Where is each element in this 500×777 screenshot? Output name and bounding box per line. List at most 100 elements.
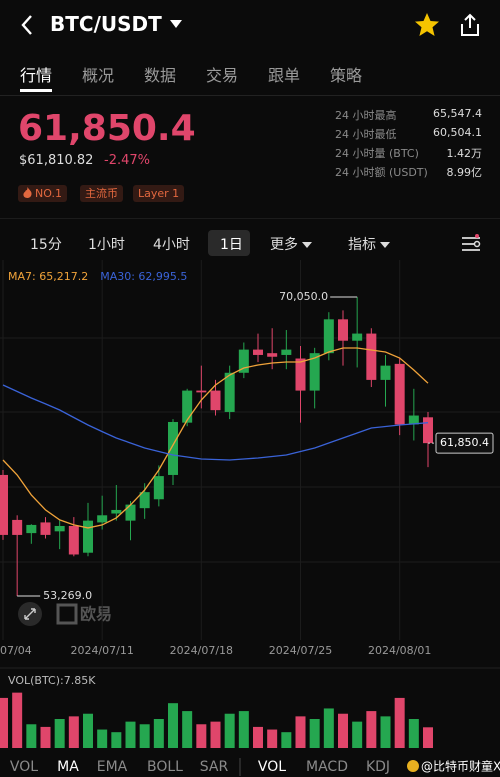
candle-body xyxy=(253,349,263,355)
pair-dropdown[interactable] xyxy=(170,20,182,28)
interval[interactable]: 4小时 xyxy=(153,237,190,253)
volume-bar xyxy=(224,713,235,748)
ma-line xyxy=(2,384,429,461)
stat-label: 24 小时最高 xyxy=(335,109,397,122)
volume-bar xyxy=(168,703,178,748)
candle-body xyxy=(182,390,193,423)
volume-bar xyxy=(253,726,263,748)
price-change: -2.47% xyxy=(104,153,150,168)
volume-bar xyxy=(210,721,221,748)
candle-body xyxy=(281,349,292,355)
volume-bar xyxy=(295,716,306,748)
stat-value: 60,504.1 xyxy=(433,126,482,139)
volume-bar xyxy=(408,719,419,748)
candle-body xyxy=(295,358,306,391)
indicator[interactable]: VOL xyxy=(10,759,38,775)
tab[interactable]: 行情 xyxy=(20,66,53,85)
tag[interactable]: Layer 1 xyxy=(133,185,185,202)
flame-icon xyxy=(23,187,32,198)
interval[interactable]: 15分 xyxy=(30,237,62,253)
tab[interactable]: 交易 xyxy=(206,66,239,85)
volume-title: VOL(BTC):7.85K xyxy=(8,674,96,687)
annotation-label: 53,269.0 xyxy=(43,589,92,602)
volume-bar xyxy=(323,708,334,748)
last-price: 61,850.4 xyxy=(18,108,196,149)
interval[interactable]: 1日 xyxy=(220,237,243,253)
indicator[interactable]: VOL xyxy=(258,759,286,775)
candle-body xyxy=(267,353,278,357)
volume-bar xyxy=(0,697,8,748)
volume-bar xyxy=(238,711,249,748)
volume-bar xyxy=(338,713,348,748)
volume-bar xyxy=(125,721,136,748)
candle-body xyxy=(26,524,37,534)
volume-bar xyxy=(281,732,292,748)
candle-body xyxy=(0,474,8,535)
tab[interactable]: 概况 xyxy=(82,66,115,85)
candle-body xyxy=(352,333,363,341)
tab[interactable]: 数据 xyxy=(144,66,177,85)
stat-value: 1.42万 xyxy=(446,147,483,160)
volume-bar xyxy=(139,724,150,748)
volume-bar xyxy=(267,729,278,748)
back-button[interactable] xyxy=(20,14,34,36)
candle-body xyxy=(153,476,164,500)
indicator[interactable]: MACD xyxy=(306,759,348,775)
settings-icon[interactable] xyxy=(460,234,482,254)
price-tag xyxy=(435,432,494,454)
favorite-star[interactable] xyxy=(414,12,440,38)
candle-body xyxy=(408,415,419,425)
volume-bar xyxy=(366,711,377,748)
tag[interactable]: 主流币 xyxy=(80,185,123,202)
x-tick-label: 2024/08/01 xyxy=(368,644,431,657)
rank-tag[interactable]: NO.1 xyxy=(18,185,67,202)
indicator[interactable]: KDJ xyxy=(366,759,390,775)
interval[interactable]: 1小时 xyxy=(88,237,125,253)
volume-bar xyxy=(111,732,122,748)
indicator[interactable]: EMA xyxy=(97,759,128,775)
tag-text: NO.1 xyxy=(35,187,62,200)
more-menu[interactable]: 更多 xyxy=(270,234,313,254)
candle-body xyxy=(380,365,391,380)
indicator[interactable]: BOLL xyxy=(147,759,183,775)
candle-body xyxy=(111,509,122,514)
volume-bar xyxy=(196,724,207,748)
indicator[interactable]: MA xyxy=(57,759,79,775)
dropdown-arrow xyxy=(302,242,313,248)
candle-body xyxy=(366,333,377,380)
tab[interactable]: 跟单 xyxy=(268,66,301,85)
candle-body xyxy=(54,525,65,532)
volume-bar xyxy=(12,692,23,748)
volume-bar xyxy=(26,724,37,748)
legend-entry: MA7: 65,217.2 xyxy=(8,270,88,283)
volume-bar xyxy=(380,716,391,748)
dropdown-arrow xyxy=(380,242,391,248)
logo xyxy=(56,603,78,625)
candle-body xyxy=(196,390,207,393)
candle-body xyxy=(309,353,320,391)
pair-title[interactable]: BTC/USDT xyxy=(50,12,162,36)
candle-body xyxy=(423,417,433,444)
fullscreen-icon xyxy=(24,608,36,620)
candle-body xyxy=(125,504,136,521)
share-button[interactable] xyxy=(458,12,482,38)
candle-body xyxy=(394,363,405,425)
divider xyxy=(0,218,500,219)
ma-line xyxy=(2,347,429,529)
tab[interactable]: 策略 xyxy=(330,66,363,85)
x-tick-label: 07/04 xyxy=(0,644,32,657)
menu-text: 指标 xyxy=(348,237,376,253)
stat-label: 24 小时量 (BTC) xyxy=(335,147,419,160)
candle-body xyxy=(323,319,334,354)
candle-body xyxy=(40,522,51,535)
x-tick-label: 2024/07/18 xyxy=(170,644,233,657)
indicator[interactable]: SAR xyxy=(200,759,229,775)
volume-bar xyxy=(54,719,65,748)
candle-body xyxy=(97,515,108,523)
candle-body xyxy=(338,319,348,341)
indicator-menu[interactable]: 指标 xyxy=(348,234,391,254)
volume-bar xyxy=(309,719,320,748)
weibo-logo xyxy=(407,760,419,772)
